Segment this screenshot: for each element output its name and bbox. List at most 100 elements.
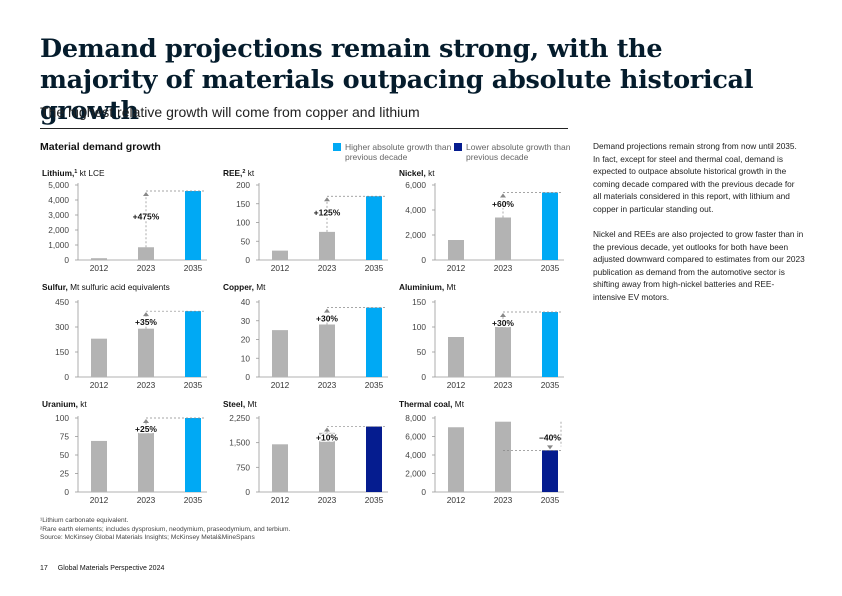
footnote-2: ²Rare earth elements; includes dysprosiu… [40, 525, 291, 533]
growth-arrow-sulfur [143, 312, 149, 317]
growth-label-thermal-coal: –40% [539, 432, 561, 442]
y-tick-label-sulfur: 450 [55, 297, 69, 307]
bar-steel-2012 [272, 444, 288, 492]
chart-label-thermal-coal: Thermal coal, Mt [399, 399, 465, 409]
bar-sulfur-2035 [185, 311, 201, 377]
y-tick-label-thermal-coal: 6,000 [405, 432, 426, 442]
y-tick-label-copper: 30 [241, 316, 251, 326]
y-tick-label-steel: 2,250 [229, 413, 250, 423]
bar-copper-2023 [319, 324, 335, 377]
y-tick-label-thermal-coal: 8,000 [405, 413, 426, 423]
x-tick-label-sulfur: 2035 [184, 380, 203, 390]
y-tick-label-lithium: 5,000 [48, 180, 69, 190]
chart-label-sulfur: Sulfur, Mt sulfuric acid equivalents [42, 282, 170, 292]
bar-thermal-coal-2035 [542, 450, 558, 492]
x-tick-label-sulfur: 2012 [90, 380, 109, 390]
bar-lithium-2035 [185, 191, 201, 260]
x-tick-label-uranium: 2012 [90, 495, 109, 505]
bar-nickel-2012 [448, 240, 464, 260]
sidebar-commentary: Demand projections remain strong from no… [593, 140, 805, 316]
x-tick-label-aluminium: 2012 [447, 380, 466, 390]
bar-lithium-2023 [138, 247, 154, 260]
bar-aluminium-2023 [495, 327, 511, 377]
y-tick-label-ree: 150 [236, 199, 250, 209]
y-tick-label-copper: 0 [245, 372, 250, 382]
growth-label-aluminium: +30% [492, 318, 514, 328]
growth-label-ree: +125% [314, 207, 341, 217]
sidebar-paragraph-1: Demand projections remain strong from no… [593, 141, 797, 214]
publication-name: Global Materials Perspective 2024 [57, 565, 165, 572]
bar-steel-2035 [366, 426, 382, 492]
growth-label-uranium: +25% [135, 424, 157, 434]
y-tick-label-nickel: 2,000 [405, 230, 426, 240]
x-tick-label-thermal-coal: 2012 [447, 495, 466, 505]
y-tick-label-uranium: 50 [60, 450, 70, 460]
bar-uranium-2035 [185, 418, 201, 492]
y-tick-label-steel: 1,500 [229, 438, 250, 448]
bar-copper-2012 [272, 330, 288, 377]
x-tick-label-ree: 2035 [365, 263, 384, 273]
y-tick-label-nickel: 0 [421, 255, 426, 265]
y-tick-label-uranium: 100 [55, 413, 69, 423]
bar-uranium-2012 [91, 440, 107, 492]
x-tick-label-steel: 2012 [271, 495, 290, 505]
bar-ree-2012 [272, 250, 288, 260]
growth-label-sulfur: +35% [135, 317, 157, 327]
x-tick-label-aluminium: 2023 [494, 380, 513, 390]
chart-label-copper: Copper, Mt [223, 282, 266, 292]
x-tick-label-lithium: 2012 [90, 263, 109, 273]
x-tick-label-ree: 2012 [271, 263, 290, 273]
bar-sulfur-2023 [138, 328, 154, 377]
growth-label-nickel: +60% [492, 199, 514, 209]
x-tick-label-ree: 2023 [318, 263, 337, 273]
growth-label-copper: +30% [316, 314, 338, 324]
y-tick-label-thermal-coal: 2,000 [405, 469, 426, 479]
growth-arrow-lithium [143, 192, 149, 196]
y-tick-label-uranium: 25 [60, 469, 70, 479]
x-tick-label-copper: 2023 [318, 380, 337, 390]
sidebar-paragraph-2: Nickel and REEs are also projected to gr… [593, 229, 805, 302]
growth-label-lithium: +475% [133, 211, 160, 221]
x-tick-label-lithium: 2023 [137, 263, 156, 273]
y-tick-label-thermal-coal: 4,000 [405, 450, 426, 460]
y-tick-label-ree: 200 [236, 180, 250, 190]
chart-label-ree: REE,2 kt [223, 168, 255, 178]
page-number: 17 [40, 565, 48, 572]
y-tick-label-uranium: 0 [64, 487, 69, 497]
chart-label-aluminium: Aluminium, Mt [399, 282, 456, 292]
x-tick-label-uranium: 2035 [184, 495, 203, 505]
y-tick-label-aluminium: 50 [417, 347, 427, 357]
growth-arrow-steel [324, 427, 330, 432]
growth-arrow-thermal-coal [547, 445, 553, 450]
legend-swatch-higher [333, 143, 341, 151]
bar-copper-2035 [366, 307, 382, 377]
y-tick-label-copper: 10 [241, 353, 251, 363]
y-tick-label-lithium: 0 [64, 255, 69, 265]
growth-arrow-aluminium [500, 313, 506, 317]
x-tick-label-sulfur: 2023 [137, 380, 156, 390]
y-tick-label-copper: 20 [241, 335, 251, 345]
x-tick-label-thermal-coal: 2023 [494, 495, 513, 505]
growth-arrow-copper [324, 308, 330, 313]
x-tick-label-thermal-coal: 2035 [541, 495, 560, 505]
y-tick-label-lithium: 2,000 [48, 225, 69, 235]
y-tick-label-lithium: 1,000 [48, 240, 69, 250]
section-title: Material demand growth [40, 141, 161, 153]
y-tick-label-ree: 100 [236, 218, 250, 228]
x-tick-label-steel: 2035 [365, 495, 384, 505]
y-tick-label-ree: 0 [245, 255, 250, 265]
growth-label-steel: +10% [316, 433, 338, 443]
footnote-source: Source: McKinsey Global Materials Insigh… [40, 534, 255, 542]
bar-ree-2035 [366, 196, 382, 260]
page-subtitle: The highest relative growth will come fr… [40, 104, 420, 120]
y-tick-label-steel: 750 [236, 462, 250, 472]
x-tick-label-nickel: 2035 [541, 263, 560, 273]
y-tick-label-nickel: 6,000 [405, 180, 426, 190]
bar-thermal-coal-2023 [495, 421, 511, 492]
chart-label-uranium: Uranium, kt [42, 399, 87, 409]
x-tick-label-nickel: 2012 [447, 263, 466, 273]
bar-thermal-coal-2012 [448, 427, 464, 492]
footnotes: ¹Lithium carbonate equivalent. ²Rare ear… [40, 517, 290, 543]
y-tick-label-lithium: 3,000 [48, 210, 69, 220]
